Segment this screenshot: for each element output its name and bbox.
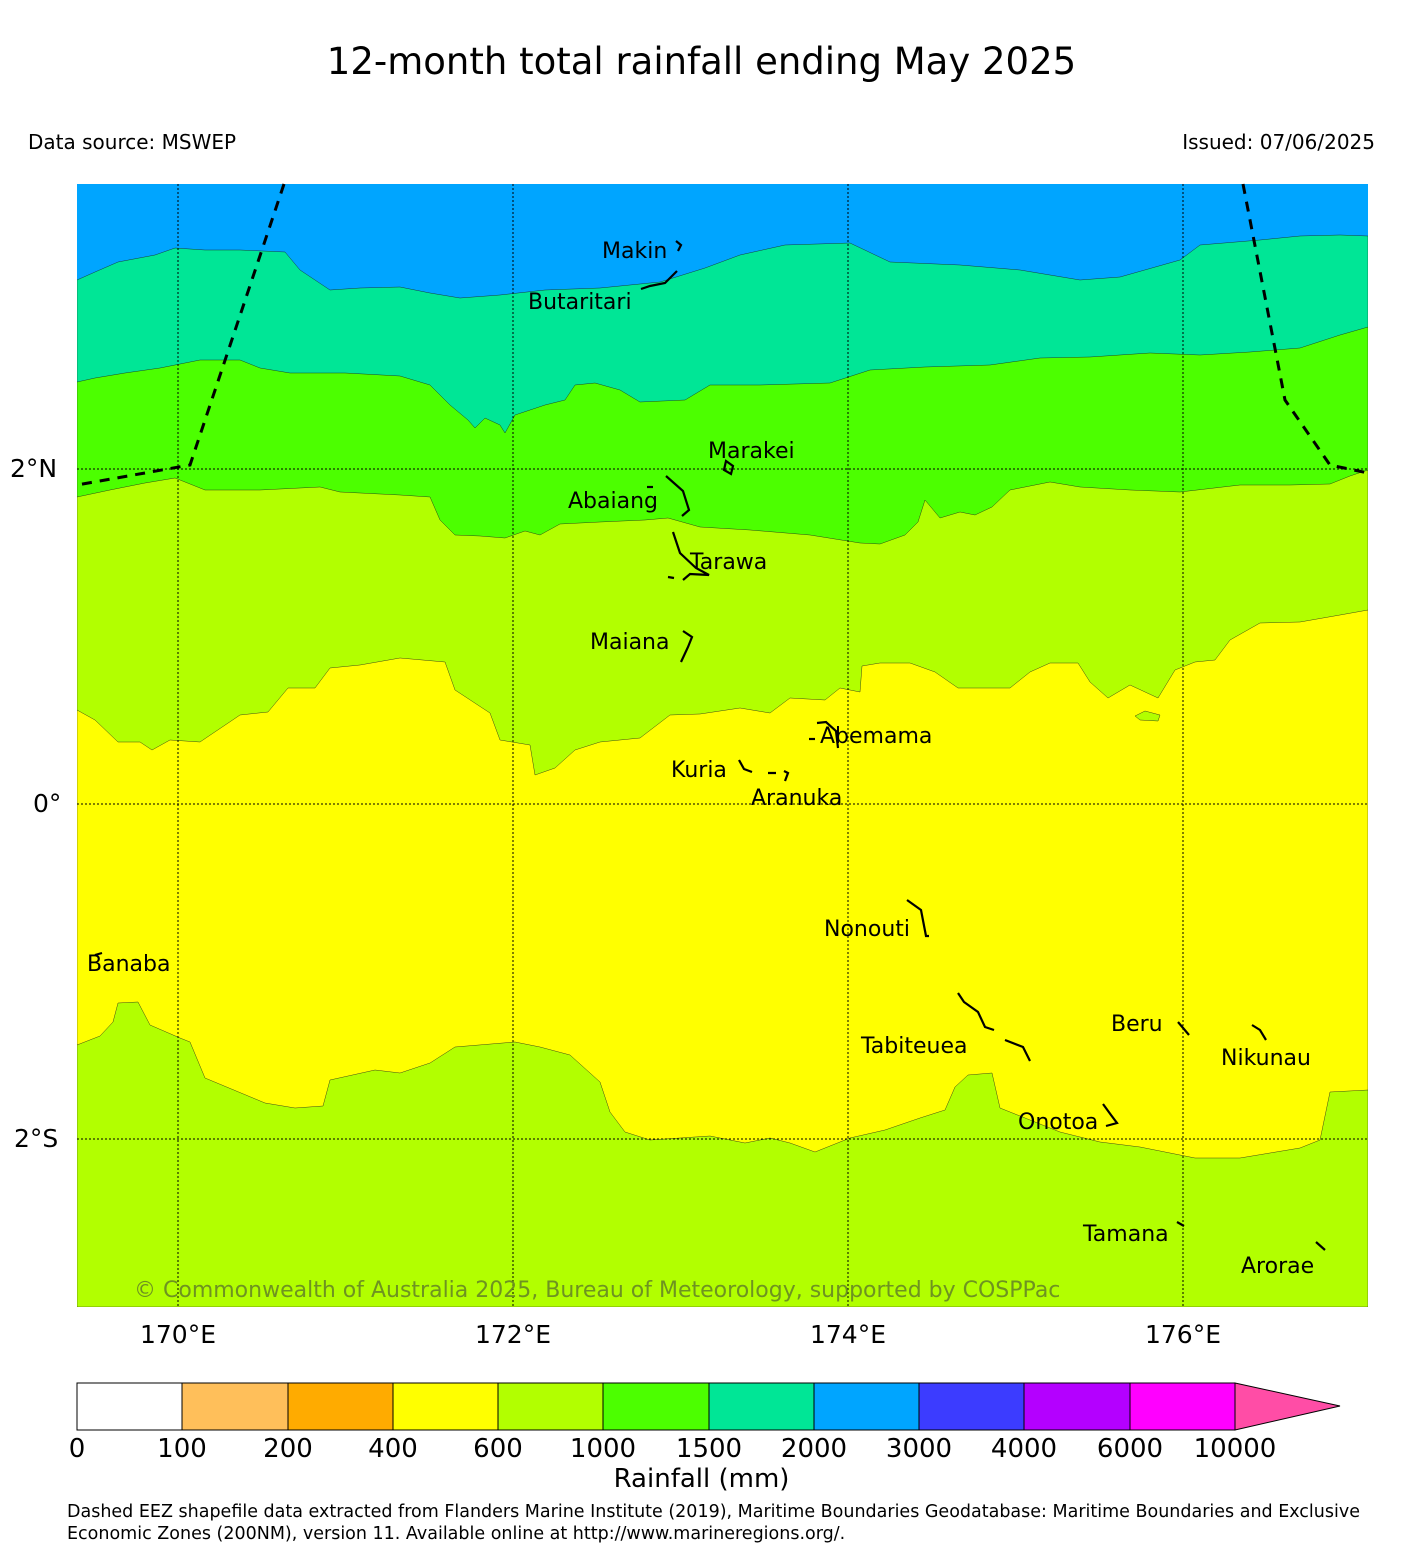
island-labels: Makin Butaritari Marakei Abaiang Tarawa … [87, 239, 1314, 1279]
colorbar-bin-200-400 [287, 1382, 394, 1431]
lat-label-0: 0° [33, 789, 62, 818]
label-nonouti: Nonouti [824, 917, 910, 942]
band-400-600 [77, 609, 1368, 1159]
label-tabiteuea: Tabiteuea [860, 1034, 967, 1059]
colorbar-tick: 2000 [780, 1434, 848, 1464]
colorbar-overflow-arrow [1234, 1382, 1341, 1431]
graticule [77, 184, 1368, 1307]
colorbar-bin-0-100 [76, 1382, 183, 1431]
colorbar-bin-2000-3000 [813, 1382, 920, 1431]
label-abemama: Abemama [820, 724, 932, 749]
colorbar-tick: 1500 [675, 1434, 743, 1464]
colorbar-bin-4000-6000 [1023, 1382, 1131, 1431]
label-onotoa: Onotoa [1018, 1110, 1098, 1135]
colorbar-tick: 100 [157, 1434, 207, 1464]
rainfall-bands [77, 184, 1368, 1307]
data-source: Data source: MSWEP [28, 130, 237, 154]
eez-boundary [76, 183, 1369, 487]
colorbar-tick: 3000 [885, 1434, 953, 1464]
colorbar-tick: 4000 [990, 1434, 1058, 1464]
label-banaba: Banaba [87, 952, 170, 977]
issued-date: Issued: 07/06/2025 [1182, 130, 1375, 154]
map-title: 12-month total rainfall ending May 2025 [326, 40, 1077, 83]
lon-label-170e: 170°E [139, 1320, 216, 1349]
label-aranuka: Aranuka [751, 786, 842, 811]
copyright-notice: © Commonwealth of Australia 2025, Bureau… [134, 1278, 1060, 1303]
colorbar-tick: 6000 [1096, 1434, 1164, 1464]
label-marakei: Marakei [708, 439, 795, 464]
eez-footnote: Dashed EEZ shapefile data extracted from… [67, 1502, 1360, 1544]
label-tamana: Tamana [1082, 1222, 1169, 1247]
lat-label-2s: 2°S [14, 1124, 59, 1153]
label-makin: Makin [602, 239, 667, 264]
lon-label-172e: 172°E [474, 1320, 551, 1349]
lat-label-2n: 2°N [10, 454, 58, 483]
label-butaritari: Butaritari [528, 290, 632, 315]
band-600-1000-patch [1134, 710, 1161, 722]
label-maiana: Maiana [590, 630, 669, 655]
label-tarawa: Tarawa [689, 550, 767, 575]
label-kuria: Kuria [671, 758, 727, 783]
colorbar-tick: 200 [263, 1434, 313, 1464]
colorbar-bin-1500-2000 [708, 1382, 815, 1431]
label-beru: Beru [1111, 1012, 1163, 1037]
colorbar-tick: 600 [473, 1434, 523, 1464]
colorbar-tick: 400 [368, 1434, 418, 1464]
colorbar-bin-6000-10000 [1129, 1382, 1236, 1431]
lon-label-176e: 176°E [1144, 1320, 1221, 1349]
colorbar-label: Rainfall (mm) [613, 1464, 790, 1494]
colorbar-bin-3000-4000 [918, 1382, 1025, 1431]
lon-label-174e: 174°E [809, 1320, 886, 1349]
island-shapes [94, 240, 1326, 1251]
colorbar [76, 1382, 1341, 1431]
label-nikunau: Nikunau [1221, 1046, 1311, 1071]
colorbar-bin-1000-1500 [602, 1382, 710, 1431]
label-abaiang: Abaiang [568, 489, 658, 514]
colorbar-tick: 1000 [569, 1434, 637, 1464]
colorbar-bin-100-200 [181, 1382, 289, 1431]
colorbar-bin-400-600 [392, 1382, 499, 1431]
label-arorae: Arorae [1241, 1254, 1314, 1279]
colorbar-tick: 10000 [1193, 1434, 1277, 1464]
colorbar-tick: 0 [68, 1434, 86, 1464]
colorbar-bin-600-1000 [497, 1382, 604, 1431]
